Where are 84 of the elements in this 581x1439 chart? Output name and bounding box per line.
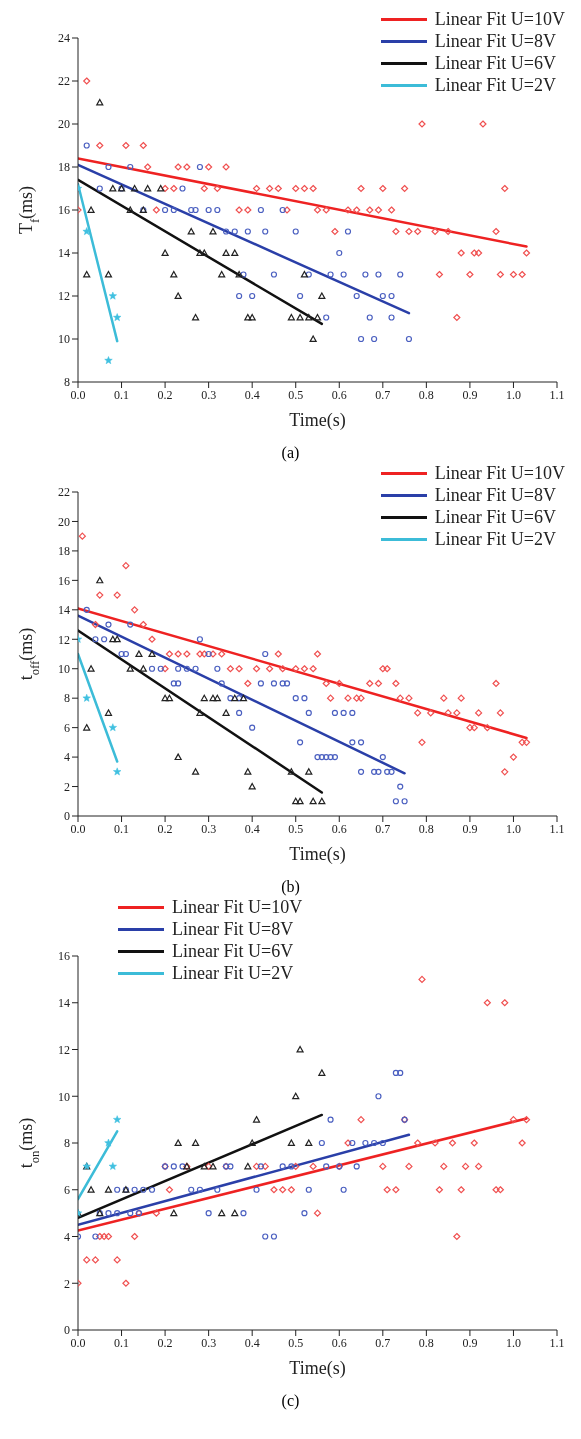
x-tick-label: 1.1 bbox=[549, 387, 565, 402]
y-tick-label: 2 bbox=[64, 779, 70, 794]
y-tick-label: 24 bbox=[58, 31, 70, 46]
y-tick-label: 0 bbox=[64, 809, 70, 824]
x-tick-label: 0.8 bbox=[418, 821, 434, 836]
y-tick-label: 16 bbox=[58, 949, 70, 964]
x-tick-label: 0.1 bbox=[114, 821, 130, 836]
legend-label: Linear Fit U=10V bbox=[434, 8, 565, 30]
x-tick-label: 0.7 bbox=[375, 821, 391, 836]
text: (b) bbox=[280, 878, 301, 896]
x-tick-label: 0.6 bbox=[331, 821, 347, 836]
y-tick-label: 10 bbox=[58, 1089, 70, 1104]
legend-label: Linear Fit U=6V bbox=[434, 52, 556, 74]
y-tick-label: 10 bbox=[58, 661, 70, 676]
y-tick-label: 14 bbox=[58, 246, 70, 261]
legend-label: Linear Fit U=6V bbox=[434, 506, 556, 528]
legend-label: Linear Fit U=10V bbox=[172, 896, 303, 918]
y-tick-label: 12 bbox=[58, 632, 70, 647]
legend-label: Linear Fit U=8V bbox=[172, 918, 294, 940]
x-tick-label: 0.2 bbox=[157, 821, 173, 836]
x-tick-label: 0.6 bbox=[331, 387, 347, 402]
x-tick-label: 0.9 bbox=[462, 821, 478, 836]
x-tick-label: 0.0 bbox=[70, 821, 86, 836]
x-tick-label: 0.5 bbox=[288, 387, 304, 402]
y-tick-label: 4 bbox=[64, 750, 70, 765]
y-tick-label: 12 bbox=[58, 1042, 70, 1057]
x-tick-label: 0.8 bbox=[418, 1335, 434, 1350]
x-tick-label: 0.0 bbox=[70, 387, 86, 402]
x-axis-title: Time(s) bbox=[289, 844, 346, 865]
text: (a) bbox=[280, 444, 301, 462]
y-tick-label: 8 bbox=[64, 375, 70, 390]
legend-label: Linear Fit U=8V bbox=[434, 30, 556, 52]
y-tick-label: 14 bbox=[58, 603, 70, 618]
x-tick-label: 0.2 bbox=[157, 1335, 173, 1350]
y-tick-label: 10 bbox=[58, 332, 70, 347]
y-tick-label: 4 bbox=[64, 1229, 70, 1244]
x-tick-label: 1.1 bbox=[549, 821, 565, 836]
y-tick-label: 6 bbox=[64, 1183, 70, 1198]
x-tick-label: 0.3 bbox=[201, 821, 217, 836]
x-tick-label: 0.6 bbox=[331, 1335, 347, 1350]
y-tick-label: 16 bbox=[58, 203, 70, 218]
x-tick-label: 1.0 bbox=[505, 387, 521, 402]
legend-label: Linear Fit U=2V bbox=[172, 962, 294, 984]
y-tick-label: 20 bbox=[58, 117, 70, 132]
y-tick-label: 20 bbox=[58, 514, 70, 529]
x-axis-title: Time(s) bbox=[289, 410, 346, 431]
x-tick-label: 0.7 bbox=[375, 1335, 391, 1350]
x-tick-label: 0.4 bbox=[244, 1335, 260, 1350]
x-tick-label: 0.4 bbox=[244, 387, 260, 402]
x-tick-label: 1.0 bbox=[505, 821, 521, 836]
y-tick-label: 22 bbox=[58, 74, 70, 89]
y-tick-label: 12 bbox=[58, 289, 70, 304]
y-tick-label: 8 bbox=[64, 1136, 70, 1151]
legend-label: Linear Fit U=6V bbox=[172, 940, 294, 962]
x-tick-label: 0.5 bbox=[288, 821, 304, 836]
y-tick-label: 16 bbox=[58, 573, 70, 588]
x-tick-label: 0.8 bbox=[418, 387, 434, 402]
x-tick-label: 0.4 bbox=[244, 821, 260, 836]
text: (c) bbox=[280, 1392, 301, 1410]
y-tick-label: 18 bbox=[58, 160, 70, 175]
x-tick-label: 0.3 bbox=[201, 387, 217, 402]
y-tick-label: 0 bbox=[64, 1323, 70, 1338]
y-tick-label: 6 bbox=[64, 720, 70, 735]
legend-label: Linear Fit U=8V bbox=[434, 484, 556, 506]
y-tick-label: 22 bbox=[58, 485, 70, 500]
x-tick-label: 0.2 bbox=[157, 387, 173, 402]
x-tick-label: 0.9 bbox=[462, 1335, 478, 1350]
y-tick-label: 8 bbox=[64, 691, 70, 706]
legend-label: Linear Fit U=2V bbox=[434, 528, 556, 550]
x-tick-label: 0.9 bbox=[462, 387, 478, 402]
x-tick-label: 0.1 bbox=[114, 1335, 130, 1350]
legend-label: Linear Fit U=10V bbox=[434, 462, 565, 484]
x-tick-label: 0.5 bbox=[288, 1335, 304, 1350]
x-tick-label: 1.1 bbox=[549, 1335, 565, 1350]
x-tick-label: 0.0 bbox=[70, 1335, 86, 1350]
x-tick-label: 0.1 bbox=[114, 387, 130, 402]
x-tick-label: 0.3 bbox=[201, 1335, 217, 1350]
y-tick-label: 2 bbox=[64, 1276, 70, 1291]
x-tick-label: 1.0 bbox=[505, 1335, 521, 1350]
x-tick-label: 0.7 bbox=[375, 387, 391, 402]
y-tick-label: 18 bbox=[58, 544, 70, 559]
x-axis-title: Time(s) bbox=[289, 1358, 346, 1379]
y-tick-label: 14 bbox=[58, 996, 70, 1011]
legend-label: Linear Fit U=2V bbox=[434, 74, 556, 96]
